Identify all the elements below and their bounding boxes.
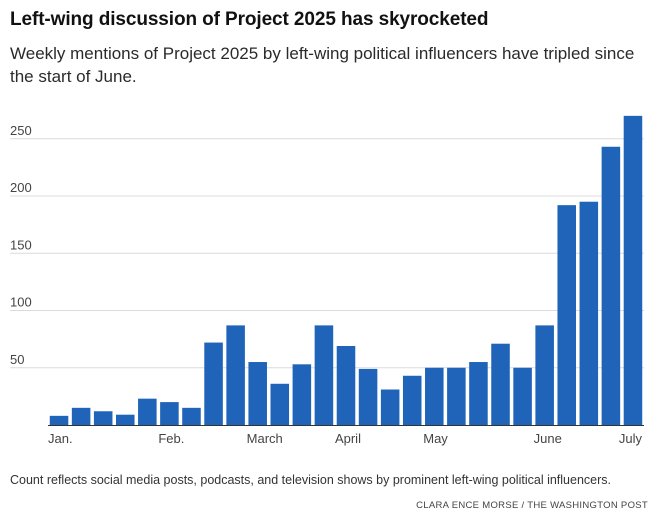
bar [380, 389, 400, 425]
y-tick-label: 200 [10, 180, 32, 195]
bar [182, 407, 201, 425]
chart-subtitle: Weekly mentions of Project 2025 by left-… [10, 44, 635, 86]
footnote: Count reflects social media posts, podca… [10, 473, 611, 487]
bar [314, 325, 334, 425]
bar [115, 414, 135, 425]
bar-chart: 50 100 150 200 250 Jan. Feb. March April May June… [10, 115, 644, 446]
bar [402, 375, 422, 425]
bar [513, 367, 532, 425]
x-axis-ticks: Jan. Feb. March April May June July [48, 431, 642, 446]
bar [71, 407, 91, 425]
bar [601, 146, 621, 425]
x-tick-label: June [534, 431, 562, 446]
bar [579, 201, 599, 425]
bar [160, 402, 179, 425]
x-tick-label: May [423, 431, 448, 446]
chart-title: Left-wing discussion of Project 2025 has… [10, 9, 489, 30]
x-tick-label: July [619, 431, 643, 446]
y-tick-label: 50 [10, 352, 24, 367]
x-tick-label: Feb. [158, 431, 184, 446]
bar [535, 325, 554, 425]
x-tick-label: April [335, 431, 361, 446]
y-tick-label: 250 [10, 123, 32, 138]
bar [270, 383, 290, 425]
bar [425, 367, 444, 425]
x-tick-label: March [247, 431, 283, 446]
bars [49, 115, 643, 425]
bar [248, 362, 267, 425]
y-tick-label: 100 [10, 295, 32, 310]
bar [226, 325, 245, 425]
y-tick-label: 150 [10, 237, 32, 252]
bar [469, 362, 488, 425]
credit-line: CLARA ENCE MORSE / THE WASHINGTON POST [416, 500, 648, 511]
bar [358, 368, 378, 425]
bar [447, 367, 466, 425]
bar [623, 115, 643, 425]
bar [93, 411, 113, 425]
bar [138, 398, 157, 425]
bar [557, 205, 577, 425]
bar [336, 345, 356, 425]
y-axis-ticks: 50 100 150 200 250 [10, 123, 32, 367]
x-tick-label: Jan. [48, 431, 73, 446]
bar [204, 342, 223, 425]
bar [292, 364, 312, 425]
bar [49, 415, 69, 425]
bar [491, 343, 510, 425]
